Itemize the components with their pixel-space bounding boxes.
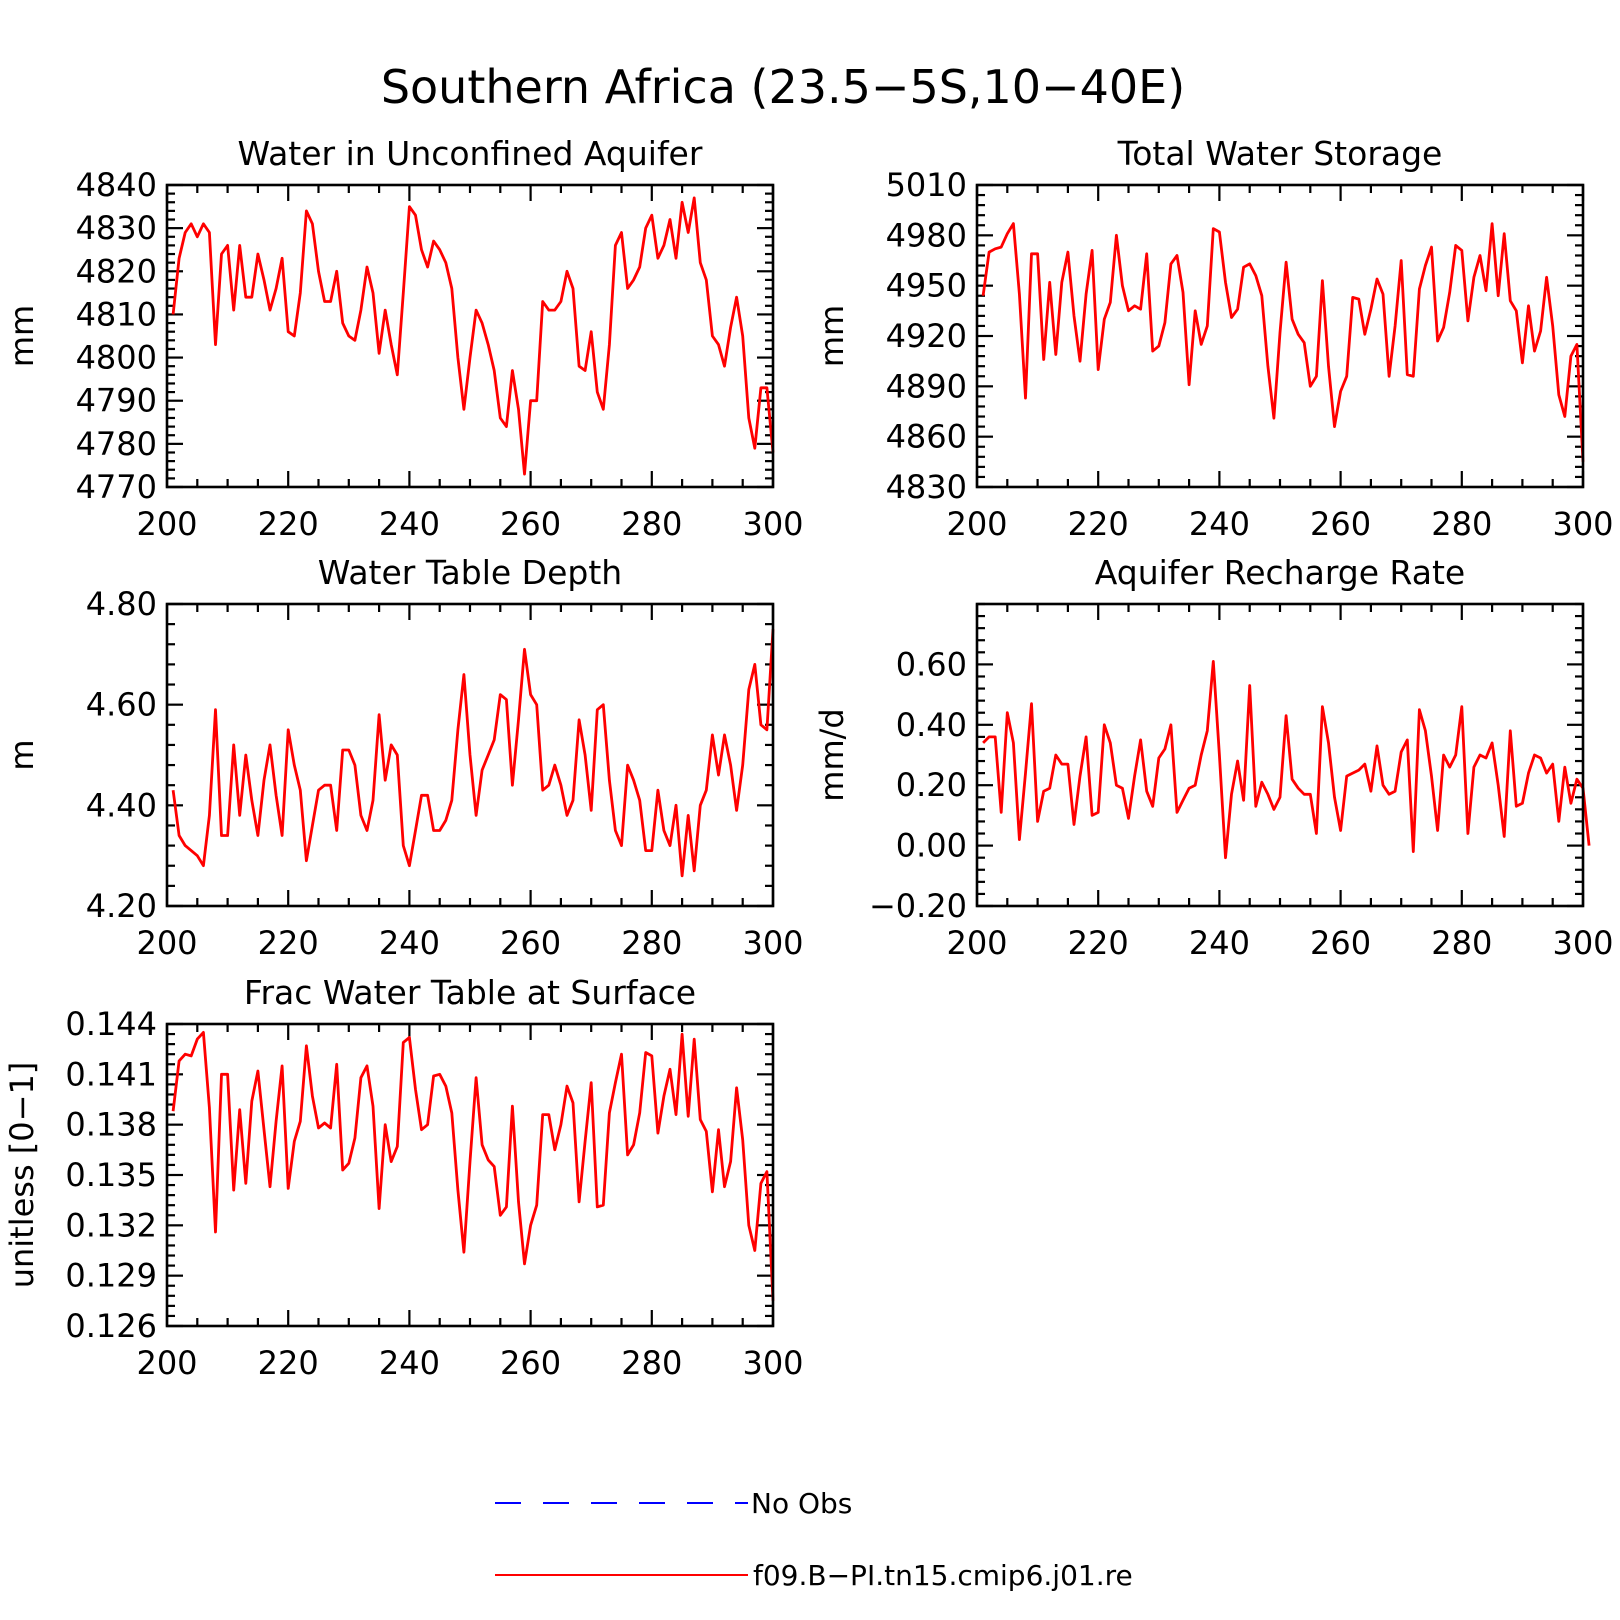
y-axis-label: unitless [0−1] xyxy=(3,1062,41,1289)
x-tick-label: 200 xyxy=(946,924,1007,962)
y-tick-label: 0.40 xyxy=(896,706,967,744)
x-tick-label: 220 xyxy=(1068,924,1129,962)
x-tick-label: 200 xyxy=(136,924,197,962)
y-tick-label: 4770 xyxy=(76,468,157,506)
plot-frame xyxy=(165,183,775,489)
y-tick-label: 4780 xyxy=(76,425,157,463)
y-tick-label: 5010 xyxy=(886,166,967,204)
x-tick-label: 220 xyxy=(258,505,319,543)
panel-title: Water in Unconfined Aquifer xyxy=(238,134,703,173)
x-tick-label: 300 xyxy=(742,924,803,962)
x-tick-label: 260 xyxy=(500,1344,561,1382)
x-tick-label: 280 xyxy=(621,924,682,962)
y-tick-label: 0.60 xyxy=(896,645,967,683)
y-tick-label: 0.126 xyxy=(65,1307,157,1345)
plot-frame xyxy=(975,183,1585,489)
panel-5: Frac Water Table at Surface unitless [0−1… xyxy=(3,973,804,1382)
y-tick-label: 0.129 xyxy=(65,1257,157,1295)
x-tick-label: 260 xyxy=(500,505,561,543)
x-tick-label: 220 xyxy=(1068,505,1129,543)
legend: No Obs f09.B−PI.tn15.cmip6.j01.re xyxy=(495,1487,1133,1592)
x-tick-label: 300 xyxy=(742,505,803,543)
plot-frame xyxy=(165,602,775,908)
x-tick-label: 280 xyxy=(1431,924,1492,962)
y-tick-label: 4920 xyxy=(886,317,967,355)
x-tick-label: 240 xyxy=(379,505,440,543)
x-tick-label: 200 xyxy=(946,505,1007,543)
panel-title: Water Table Depth xyxy=(318,553,622,592)
y-tick-label: 4950 xyxy=(886,267,967,305)
y-axis-label: mm/d xyxy=(813,708,851,801)
x-tick-label: 300 xyxy=(1552,505,1613,543)
y-tick-label: 0.141 xyxy=(65,1055,157,1093)
x-tick-label: 260 xyxy=(500,924,561,962)
y-tick-label: 0.138 xyxy=(65,1106,157,1144)
figure-title: Southern Africa (23.5−5S,10−40E) xyxy=(381,60,1185,114)
series-line xyxy=(171,1031,775,1301)
panel-2: Total Water Storage mm 200 220 240 260 280 300 4… xyxy=(813,134,1614,543)
x-tick-label: 200 xyxy=(136,1344,197,1382)
series-line xyxy=(982,660,1591,860)
y-tick-label: 4890 xyxy=(886,367,967,405)
y-tick-label: 4860 xyxy=(886,418,967,456)
y-tick-label: 4980 xyxy=(886,216,967,254)
panel-3: Water Table Depth m 200 220 240 260 280 300 4.20… xyxy=(3,553,804,962)
panel-1: Water in Unconfined Aquifer mm 200 220 240 26… xyxy=(3,134,804,543)
x-tick-label: 240 xyxy=(379,1344,440,1382)
x-tick-label: 300 xyxy=(742,1344,803,1382)
y-tick-label: 0.20 xyxy=(896,766,967,804)
x-tick-label: 260 xyxy=(1310,924,1371,962)
y-tick-label: 0.132 xyxy=(65,1206,157,1244)
y-tick-label: 4790 xyxy=(76,382,157,420)
legend-model-run-label: f09.B−PI.tn15.cmip6.j01.re xyxy=(753,1559,1133,1592)
plot-frame xyxy=(975,602,1585,908)
x-tick-label: 280 xyxy=(621,1344,682,1382)
x-tick-label: 280 xyxy=(1431,505,1492,543)
y-tick-label: 4.80 xyxy=(86,585,157,623)
x-tick-label: 240 xyxy=(1189,924,1250,962)
y-tick-label: 4.20 xyxy=(86,887,157,925)
y-tick-label: 0.00 xyxy=(896,827,967,865)
y-tick-label: 4.60 xyxy=(86,686,157,724)
series-line xyxy=(171,629,775,878)
y-tick-label: 0.144 xyxy=(65,1005,157,1043)
panel-title: Frac Water Table at Surface xyxy=(244,973,696,1012)
y-tick-label: 4830 xyxy=(76,209,157,247)
y-tick-label: 4830 xyxy=(886,468,967,506)
y-axis-label: m xyxy=(3,739,41,770)
x-tick-label: 300 xyxy=(1552,924,1613,962)
y-tick-label: 4810 xyxy=(76,295,157,333)
panels: Water in Unconfined Aquifer mm 200 220 240 26… xyxy=(3,134,1614,1382)
panel-title: Total Water Storage xyxy=(1117,134,1443,173)
y-tick-label: 0.135 xyxy=(65,1156,157,1194)
y-tick-label: 4840 xyxy=(76,166,157,204)
plot-frame xyxy=(165,1022,775,1328)
y-tick-label: 4.40 xyxy=(86,786,157,824)
x-tick-label: 240 xyxy=(1189,505,1250,543)
y-tick-label: 4800 xyxy=(76,339,157,377)
panel-title: Aquifer Recharge Rate xyxy=(1095,553,1465,592)
x-tick-label: 280 xyxy=(621,505,682,543)
y-tick-label: 4820 xyxy=(76,252,157,290)
y-axis-label: mm xyxy=(3,305,41,367)
x-tick-label: 220 xyxy=(258,924,319,962)
panel-4: Aquifer Recharge Rate mm/d 200 220 240 260 280… xyxy=(813,553,1614,962)
y-tick-label: −0.20 xyxy=(869,887,967,925)
y-axis-label: mm xyxy=(813,305,851,367)
series-line xyxy=(981,222,1585,462)
x-tick-label: 200 xyxy=(136,505,197,543)
x-tick-label: 240 xyxy=(379,924,440,962)
legend-no-obs-label: No Obs xyxy=(751,1487,852,1520)
x-tick-label: 220 xyxy=(258,1344,319,1382)
series-line xyxy=(171,196,775,476)
x-tick-label: 260 xyxy=(1310,505,1371,543)
